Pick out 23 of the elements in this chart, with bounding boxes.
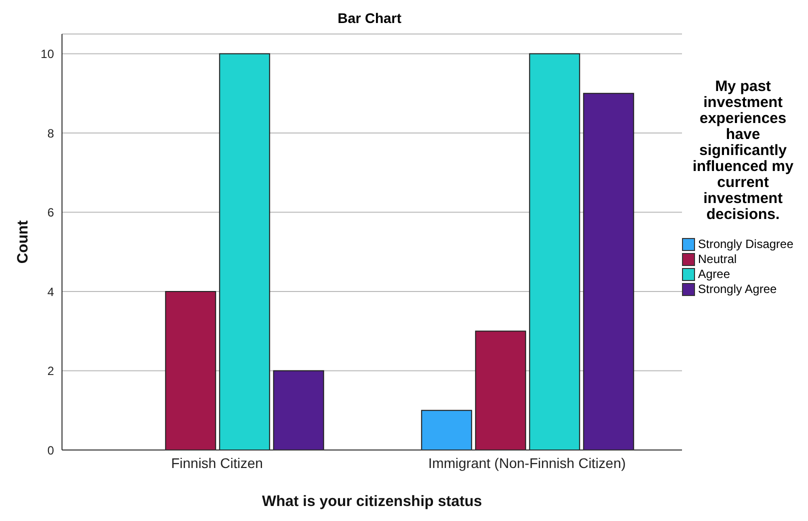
y-tick-label: 8 xyxy=(47,126,54,140)
bar xyxy=(219,53,270,450)
legend-label: Strongly Agree xyxy=(698,282,777,297)
chart-title: Bar Chart xyxy=(336,10,402,26)
y-tick-label: 0 xyxy=(47,443,54,458)
bar xyxy=(165,291,216,450)
y-tick-label: 2 xyxy=(47,364,54,378)
y-tick-label: 4 xyxy=(47,284,54,299)
text: My past investment experiences have significantly influenced my current investment decisions. xyxy=(692,78,794,223)
x-tick-label: Finnish Citizen xyxy=(171,454,263,471)
bar xyxy=(475,330,526,450)
y-axis-title: Count xyxy=(14,220,32,264)
y-tick-label: 10 xyxy=(40,47,54,62)
x-tick-label: Immigrant (Non-Finnish Citizen) xyxy=(428,454,626,471)
bar xyxy=(583,92,634,450)
y-tick-label: 6 xyxy=(47,206,54,220)
legend-label: Strongly Disagree xyxy=(698,237,794,252)
legend-label: Agree xyxy=(698,267,730,282)
bar xyxy=(273,370,324,450)
x-axis-title: What is your citizenship status xyxy=(262,493,482,510)
bar xyxy=(529,53,580,450)
legend-label: Neutral xyxy=(698,252,737,267)
bar xyxy=(421,410,472,450)
